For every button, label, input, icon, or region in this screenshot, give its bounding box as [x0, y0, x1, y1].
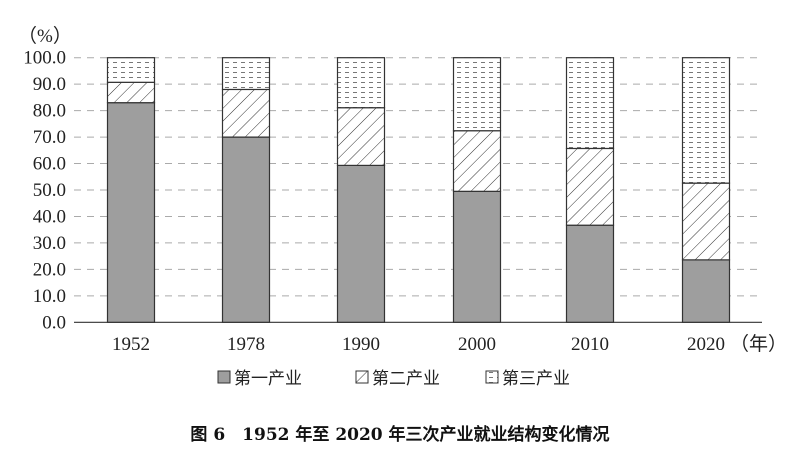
y-tick-label: 20.0	[33, 259, 66, 280]
x-tick-label: 1978	[227, 334, 265, 355]
gridlines	[74, 57, 762, 297]
bar-2020-series-1	[681, 259, 731, 323]
y-axis: 0.0 10.0 20.0 30.0 40.0 50.0 60.0 70.0 80.0 90.0 1…	[23, 48, 762, 333]
bar-2020-series-2	[681, 182, 731, 261]
bar-2000-series-3	[452, 57, 502, 132]
x-axis-label: （年）	[730, 333, 787, 355]
bar-1978-series-3	[221, 57, 271, 91]
bar-2000-series-2	[452, 130, 502, 192]
legend: 第一产业 第二产业 第三产业	[217, 369, 570, 389]
bar-1978-series-2	[221, 88, 271, 138]
x-tick-label: 1952	[112, 334, 150, 355]
bar-2010-series-3	[565, 57, 615, 150]
x-axis: 1952 1978 1990 2000 2010 2020	[112, 334, 725, 355]
bar-1978-series-1	[221, 136, 271, 323]
x-tick-label: 2020	[687, 334, 725, 355]
bar-2000-series-1	[452, 190, 502, 323]
y-tick-label: 70.0	[33, 127, 66, 148]
bar-2010-series-1	[565, 224, 615, 323]
x-tick-label: 2010	[571, 334, 609, 355]
chart-title: 图 6 1952 年至 2020 年三次产业就业结构变化情况	[190, 424, 609, 445]
bar-2010-series-2	[565, 147, 615, 226]
y-tick-label: 40.0	[33, 206, 66, 227]
legend-swatch	[217, 370, 231, 384]
y-tick-label: 30.0	[33, 233, 66, 254]
y-tick-label: 0.0	[42, 312, 66, 333]
legend-label: 第三产业	[502, 369, 570, 389]
bar-1952-series-3	[106, 57, 156, 83]
legend-swatch	[355, 370, 369, 384]
y-tick-label: 50.0	[33, 180, 66, 201]
y-axis-label: （%）	[18, 25, 72, 47]
y-tick-label: 100.0	[23, 48, 66, 69]
legend-label: 第二产业	[372, 369, 440, 389]
bars	[106, 57, 731, 323]
bar-1990-series-2	[336, 107, 386, 166]
y-tick-label: 90.0	[33, 74, 66, 95]
bar-1990-series-1	[336, 164, 386, 323]
legend-label: 第一产业	[234, 369, 302, 389]
legend-swatch	[485, 370, 499, 384]
y-tick-label: 60.0	[33, 154, 66, 175]
y-tick-label: 10.0	[33, 286, 66, 307]
bar-1990-series-3	[336, 57, 386, 109]
bar-2020-series-3	[681, 57, 731, 184]
bar-1952-series-1	[106, 102, 156, 323]
x-tick-label: 2000	[458, 334, 496, 355]
bar-1952-series-2	[106, 81, 156, 104]
y-tick-label: 80.0	[33, 101, 66, 122]
x-tick-label: 1990	[342, 334, 380, 355]
